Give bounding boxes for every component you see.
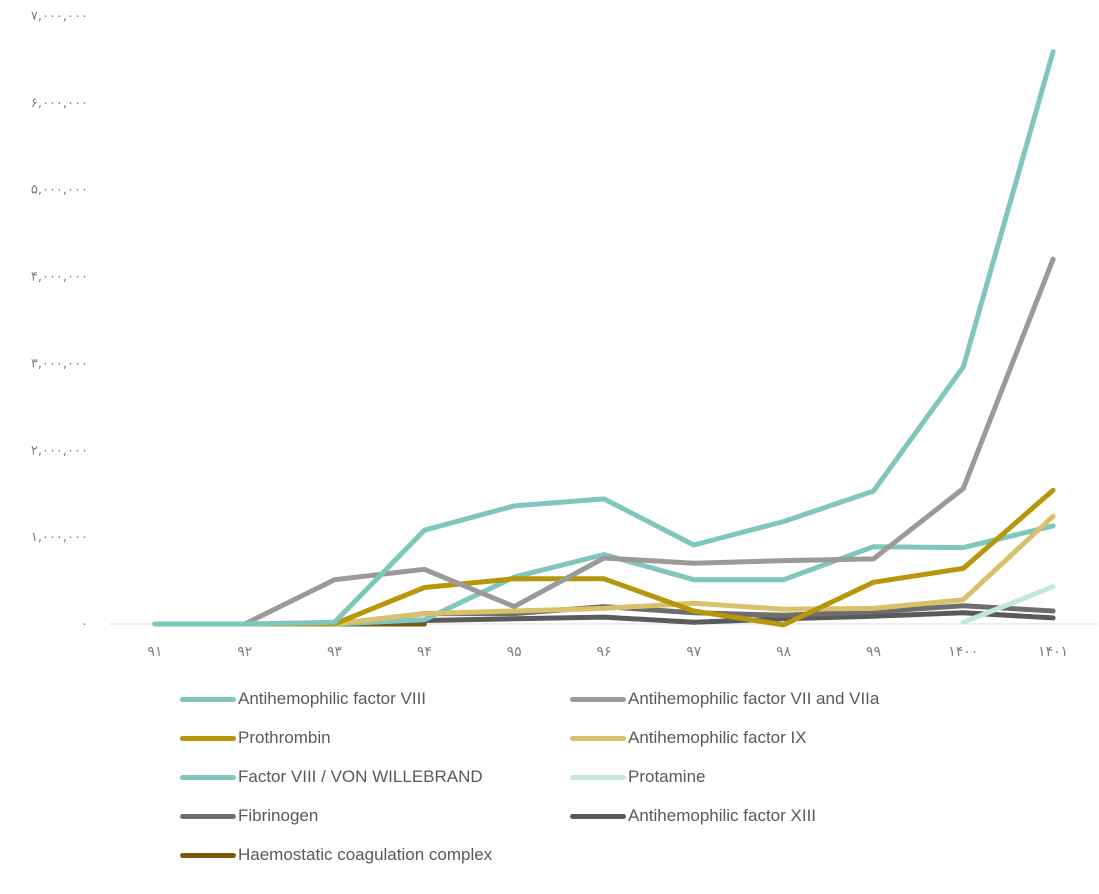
x-tick-label: ۹۸: [776, 644, 792, 660]
legend-swatch: [180, 735, 236, 741]
legend-swatch: [570, 813, 626, 819]
y-tick-label: ۶,۰۰۰,۰۰۰: [31, 96, 88, 111]
x-tick-label: ۱۴۰۰: [948, 644, 978, 660]
x-tick-label: ۹۵: [507, 644, 522, 660]
legend-item: Antihemophilic factor IX: [570, 725, 807, 751]
y-tick-label: ۳,۰۰۰,۰۰۰: [31, 356, 88, 371]
legend-item: Factor VIII / VON WILLEBRAND: [180, 764, 483, 790]
y-tick-label: ۱,۰۰۰,۰۰۰: [31, 530, 88, 545]
legend-swatch: [570, 696, 626, 702]
legend-swatch: [180, 696, 236, 702]
series-line-antihemophilic-factor-vii-and-viia: [152, 256, 1056, 627]
legend-label: Antihemophilic factor VIII: [238, 689, 427, 708]
series-line-protamine: [960, 584, 1056, 625]
legend-label: Factor VIII / VON WILLEBRAND: [238, 767, 483, 786]
legend-swatch: [570, 735, 626, 741]
legend-swatch: [180, 774, 236, 780]
line-chart: ۰ ۱,۰۰۰,۰۰۰ ۲,۰۰۰,۰۰۰ ۳,۰۰۰,۰۰۰ ۴,۰۰۰,۰۰۰ ۵,۰…: [31, 9, 1098, 660]
x-tick-label: ۹۶: [596, 644, 611, 660]
legend-swatch: [570, 774, 626, 780]
legend-item: Antihemophilic factor VIII: [180, 686, 426, 712]
legend-swatch: [180, 852, 236, 858]
legend-label: Prothrombin: [238, 728, 331, 747]
series-line-antihemophilic-factor-viii: [152, 49, 1056, 627]
x-tick-label: ۹۷: [686, 644, 702, 660]
legend-item: Haemostatic coagulation complex: [180, 842, 492, 868]
x-tick-label: ۹۴: [417, 644, 432, 660]
y-tick-label: ۴,۰۰۰,۰۰۰: [31, 270, 88, 285]
series-group: [152, 49, 1056, 628]
legend-label: Antihemophilic factor XIII: [628, 806, 817, 825]
legend-label: Fibrinogen: [238, 806, 319, 825]
legend-swatch: [180, 813, 236, 819]
legend-item: Protamine: [570, 764, 705, 790]
x-axis: ۹۱ ۹۲ ۹۳ ۹۴ ۹۵ ۹۶ ۹۷ ۹۸ ۹۹ ۱۴۰۰ ۱۴۰۱: [147, 644, 1068, 660]
x-tick-label: ۹۹: [866, 644, 881, 660]
legend-label: Antihemophilic factor VII and VIIa: [628, 689, 880, 708]
y-tick-label: ۵,۰۰۰,۰۰۰: [31, 183, 88, 198]
legend-item: Fibrinogen: [180, 803, 318, 829]
y-tick-label: ۰: [81, 617, 88, 632]
y-axis: ۰ ۱,۰۰۰,۰۰۰ ۲,۰۰۰,۰۰۰ ۳,۰۰۰,۰۰۰ ۴,۰۰۰,۰۰۰ ۵,۰…: [31, 9, 88, 632]
legend-label: Protamine: [628, 767, 706, 786]
legend-label: Haemostatic coagulation complex: [238, 845, 493, 864]
y-tick-label: ۲,۰۰۰,۰۰۰: [31, 443, 88, 458]
y-tick-label: ۷,۰۰۰,۰۰۰: [31, 9, 88, 24]
x-tick-label: ۹۲: [237, 644, 252, 660]
x-tick-label: ۹۳: [327, 644, 343, 660]
legend-label: Antihemophilic factor IX: [628, 728, 807, 747]
legend-item: Prothrombin: [180, 725, 331, 751]
x-tick-label: ۱۴۰۱: [1038, 644, 1068, 660]
legend-item: Antihemophilic factor VII and VIIa: [570, 686, 879, 712]
x-tick-label: ۹۱: [147, 644, 162, 660]
legend-item: Antihemophilic factor XIII: [570, 803, 816, 829]
